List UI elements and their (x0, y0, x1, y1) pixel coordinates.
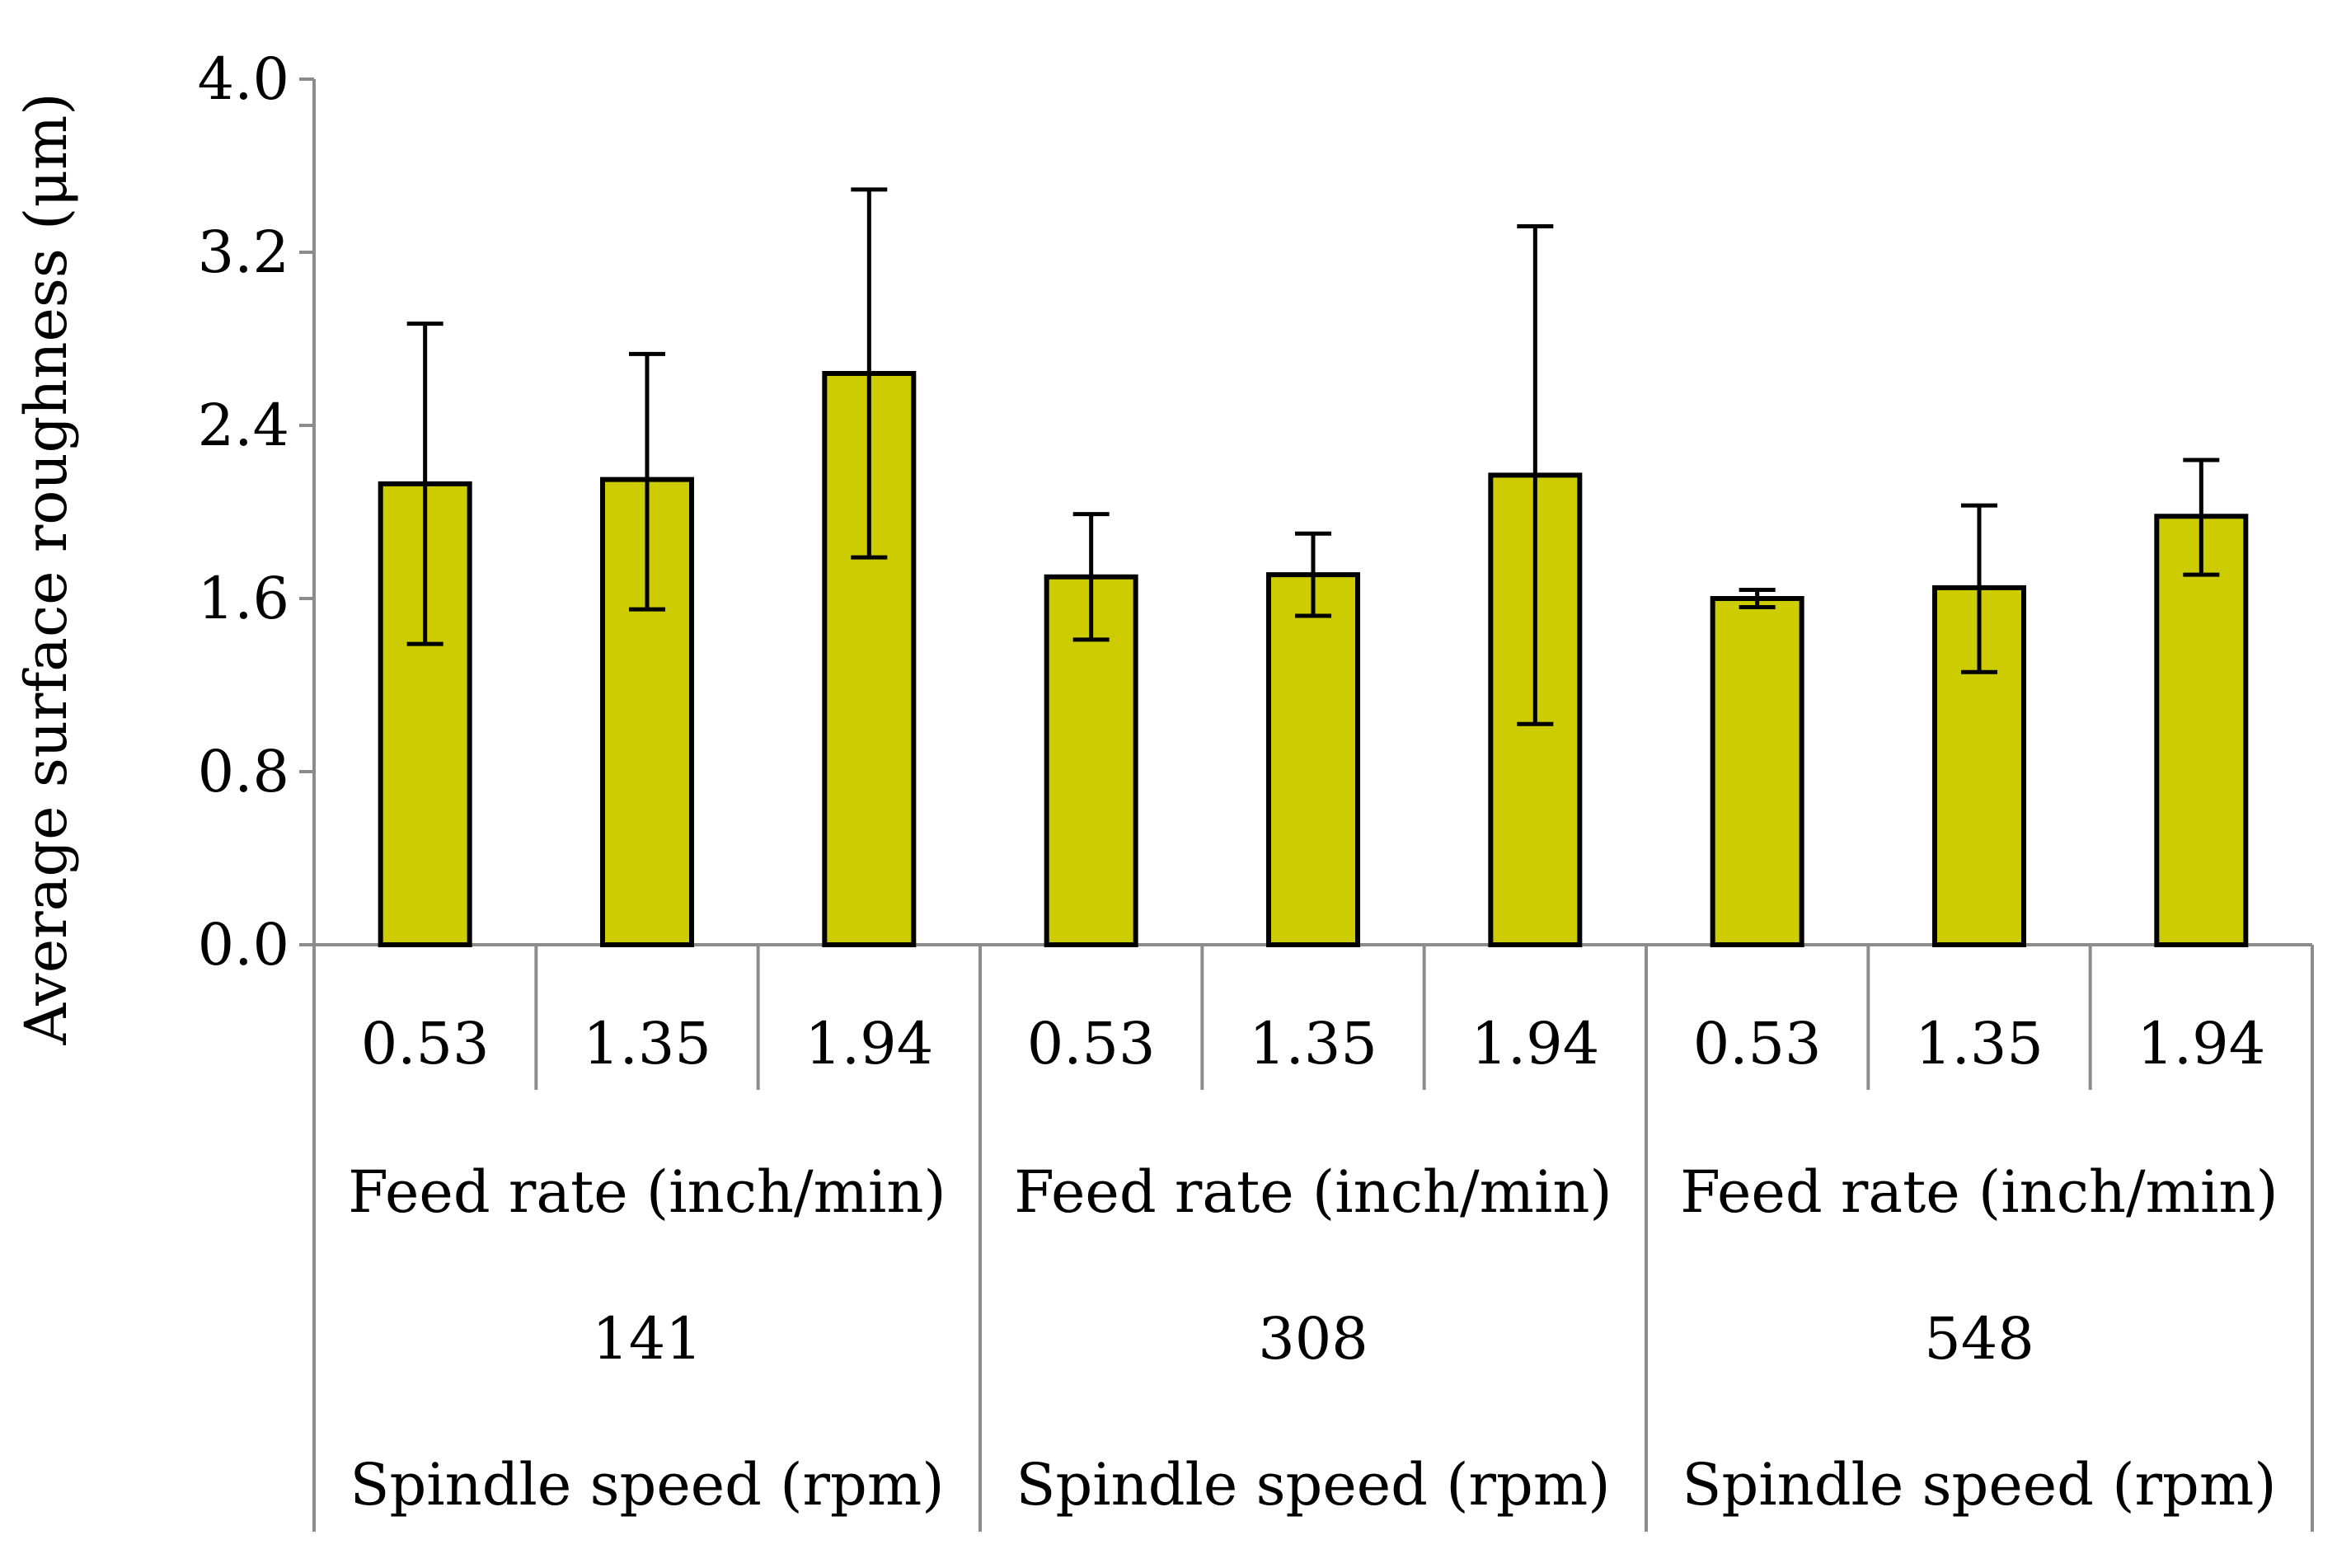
x-category-label: 1.35 (1249, 1010, 1377, 1077)
bar (1710, 596, 1804, 947)
y-tick-label: 2.4 (198, 392, 289, 459)
error-bars-layer (406, 187, 2220, 726)
spindle-speed-value: 548 (1924, 1305, 2034, 1373)
spindle-speed-label: Spindle speed (rpm) (350, 1451, 944, 1519)
x-category-label: 1.35 (1915, 1010, 2044, 1077)
y-tick-label: 0.0 (198, 911, 289, 979)
x-category-label: 1.94 (1471, 1010, 1599, 1077)
bar (600, 477, 694, 947)
spindle-speed-label: Spindle speed (rpm) (1682, 1451, 2276, 1519)
x-category-label: 0.53 (1027, 1010, 1156, 1077)
bar (1266, 572, 1360, 947)
x-category-label: 1.35 (583, 1010, 711, 1077)
x-category-label: 0.53 (361, 1010, 490, 1077)
spindle-speed-label: Spindle speed (rpm) (1016, 1451, 1610, 1519)
bar (2154, 514, 2249, 947)
y-tick-label: 3.2 (198, 218, 289, 286)
y-axis-label: Average surface roughness (μm) (12, 92, 80, 1045)
y-tick-label: 4.0 (198, 45, 289, 113)
y-tick-label: 0.8 (198, 738, 289, 805)
bars-layer (378, 371, 2249, 947)
y-tick-label: 1.6 (198, 565, 289, 632)
labels-layer: 0.0 0.8 1.6 2.4 3.2 4.0 0.53 1.35 1.94 0.53 1.35 1.… (198, 45, 2278, 1519)
spindle-speed-value: 141 (592, 1305, 702, 1373)
x-category-label: 0.53 (1693, 1010, 1822, 1077)
x-category-label: 1.94 (2137, 1010, 2265, 1077)
x-category-label: 1.94 (805, 1010, 933, 1077)
feed-rate-label: Feed rate (inch/min) (1680, 1158, 2278, 1226)
spindle-speed-value: 308 (1258, 1305, 1368, 1373)
feed-rate-label: Feed rate (inch/min) (1014, 1158, 1612, 1226)
feed-rate-label: Feed rate (inch/min) (348, 1158, 946, 1226)
